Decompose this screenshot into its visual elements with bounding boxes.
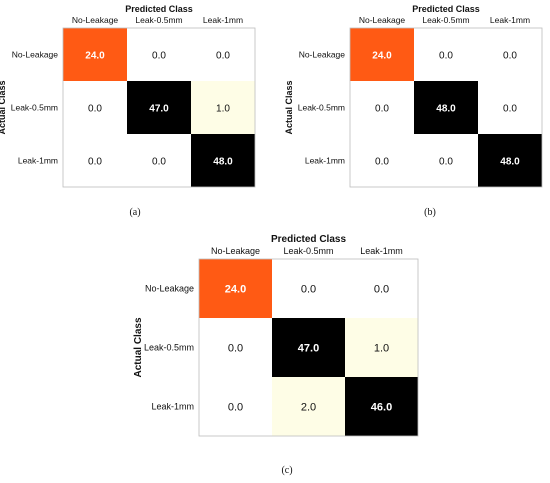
cell-value-label: 24.0	[225, 284, 246, 296]
matrix-cell	[199, 259, 272, 318]
x-tick-label: Leak-0.5mm	[135, 15, 182, 25]
matrix-cell	[478, 81, 542, 134]
y-tick-label: No-Leakage	[299, 50, 346, 60]
cell-value-label: 48.0	[500, 157, 520, 168]
matrix-cell	[414, 28, 478, 81]
cell-value-label: 0.0	[375, 157, 389, 168]
y-tick-label: Leak-1mm	[151, 402, 194, 412]
y-tick-label: Leak-0.5mm	[298, 103, 345, 113]
y-tick-label: Leak-0.5mm	[11, 103, 58, 113]
panel-caption: (a)	[129, 207, 140, 218]
y-tick-label: No-Leakage	[12, 50, 59, 60]
matrix-cell	[191, 28, 255, 81]
cell-value-label: 24.0	[85, 51, 105, 62]
matrix-cell	[345, 377, 418, 436]
cell-value-label: 0.0	[374, 284, 389, 296]
x-tick-label: No-Leakage	[211, 246, 260, 256]
matrix-frame	[349, 27, 543, 188]
cell-value-label: 0.0	[503, 51, 517, 62]
y-axis-label: Actual Class	[133, 317, 144, 377]
matrix-cell	[191, 81, 255, 134]
cell-value-label: 0.0	[375, 104, 389, 115]
panel-caption: (c)	[281, 465, 292, 476]
x-tick-label: Leak-1mm	[490, 15, 530, 25]
cell-value-label: 0.0	[301, 284, 316, 296]
matrix-cell	[63, 81, 127, 134]
matrix-cell	[345, 259, 418, 318]
matrix-cell	[199, 377, 272, 436]
cell-value-label: 0.0	[439, 51, 453, 62]
cell-value-label: 0.0	[88, 104, 102, 115]
matrix-cell	[414, 134, 478, 187]
y-tick-label: Leak-1mm	[18, 156, 58, 166]
chart-title: Predicted Class	[271, 234, 346, 245]
cell-value-label: 0.0	[439, 157, 453, 168]
cell-value-label: 47.0	[298, 343, 319, 355]
cell-value-label: 48.0	[436, 104, 456, 115]
matrix-cell	[350, 134, 414, 187]
matrix-cell	[272, 377, 345, 436]
matrix-cell	[191, 134, 255, 187]
y-axis-label: Actual Class	[0, 80, 7, 134]
matrix-cell	[63, 28, 127, 81]
matrix-frame	[62, 27, 256, 188]
matrix-cell	[272, 318, 345, 377]
x-tick-label: Leak-0.5mm	[422, 15, 469, 25]
cell-value-label: 0.0	[88, 157, 102, 168]
x-tick-label: Leak-0.5mm	[283, 246, 333, 256]
cell-value-label: 0.0	[228, 402, 243, 414]
cell-value-label: 1.0	[216, 104, 230, 115]
matrix-cell	[478, 134, 542, 187]
chart-title: Predicted Class	[412, 4, 480, 14]
x-tick-label: No-Leakage	[359, 15, 406, 25]
matrix-cell	[63, 134, 127, 187]
matrix-cell	[272, 259, 345, 318]
matrix-cell	[345, 318, 418, 377]
matrix-cell	[127, 134, 191, 187]
y-tick-label: Leak-0.5mm	[144, 343, 194, 353]
cell-value-label: 47.0	[149, 104, 169, 115]
matrix-cell	[127, 81, 191, 134]
cell-value-label: 46.0	[371, 402, 392, 414]
matrix-cell	[478, 28, 542, 81]
matrix-cell	[350, 81, 414, 134]
matrix-cell	[414, 81, 478, 134]
matrix-frame	[198, 258, 419, 437]
y-tick-label: No-Leakage	[145, 284, 194, 294]
matrix-cell	[199, 318, 272, 377]
x-tick-label: Leak-1mm	[360, 246, 403, 256]
cell-value-label: 1.0	[374, 343, 389, 355]
cell-value-label: 0.0	[152, 157, 166, 168]
cell-value-label: 0.0	[503, 104, 517, 115]
matrix-cell	[350, 28, 414, 81]
cell-value-label: 24.0	[372, 51, 392, 62]
confusion-matrix-panel: Predicted Class No-Leakage Leak-0.5mm Leak-…	[284, 4, 543, 218]
cell-value-label: 48.0	[213, 157, 233, 168]
cell-value-label: 2.0	[301, 402, 316, 414]
cell-value-label: 0.0	[228, 343, 243, 355]
panel-caption: (b)	[424, 207, 436, 218]
cell-value-label: 0.0	[152, 51, 166, 62]
matrix-cell	[127, 28, 191, 81]
y-axis-label: Actual Class	[284, 80, 294, 134]
confusion-matrix-panel: Predicted Class No-Leakage Leak-0.5mm Leak-…	[0, 4, 256, 218]
chart-title: Predicted Class	[125, 4, 193, 14]
y-tick-label: Leak-1mm	[305, 156, 345, 166]
x-tick-label: No-Leakage	[72, 15, 119, 25]
confusion-matrix-panel: Predicted Class No-Leakage Leak-0.5mm Leak-…	[133, 234, 419, 476]
cell-value-label: 0.0	[216, 51, 230, 62]
x-tick-label: Leak-1mm	[203, 15, 243, 25]
